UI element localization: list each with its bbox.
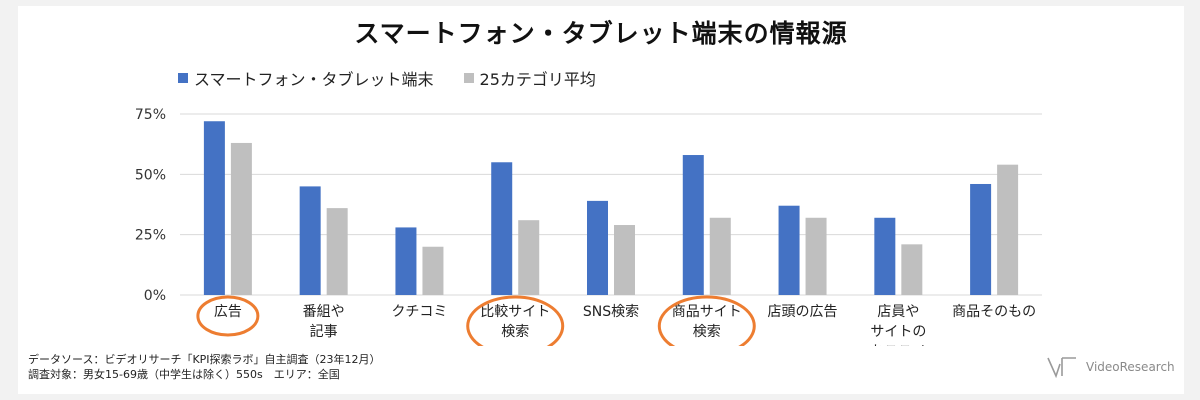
legend-swatch-series2 [463,73,474,83]
bar-series2 [805,217,827,295]
legend-item-series2: 25カテゴリ平均 [463,66,596,90]
y-tick-label: 50% [135,167,166,183]
x-tick-label: 商品サイト [672,304,742,320]
highlight-ellipse [466,295,565,346]
bar-series2 [997,164,1019,295]
x-tick-label: 番組や [303,304,345,320]
bar-series2 [230,142,252,295]
legend-item-series1: スマートフォン・タブレット端末 [178,66,434,90]
x-tick-label: 記事 [310,323,338,340]
bar-series1 [874,217,896,295]
videoresearch-logo-icon [1047,357,1076,378]
bar-series2 [614,225,635,295]
x-tick-label: 店員や [877,304,919,320]
bar-series1 [299,186,321,295]
x-tick-label: サイトの [870,324,926,340]
legend-label-series2: 25カテゴリ平均 [479,70,596,89]
legend-swatch-series1 [178,73,188,83]
x-tick-label: 検索 [693,323,721,340]
x-tick-label: SNS検索 [583,303,639,320]
bar-series2 [709,217,731,295]
footer-data-source: データソース：ビデオリサーチ「KPI探索ラボ」自主調査（23年12月） [28,353,381,366]
highlight-ellipse [196,295,260,337]
bar-series1 [587,200,608,295]
x-tick-label: 店頭の広告 [768,304,838,320]
bar-series1 [395,227,417,295]
y-tick-label: 0% [144,288,166,304]
footer-survey-target: 調査対象：男女15-69歳（中学生は除く）550s エリア：全国 [28,368,340,381]
legend-label-series1: スマートフォン・タブレット端末 [194,70,434,89]
chart-legend: スマートフォン・タブレット端末 25カテゴリ平均 [178,66,626,90]
x-tick-label: 検索 [501,323,529,340]
bar-series1 [778,205,800,295]
chart-panel: スマートフォン・タブレット端末の情報源 スマートフォン・タブレット端末 25カテ… [18,6,1184,394]
bar-series2 [326,208,348,295]
chart-title: スマートフォン・タブレット端末の情報源 [354,19,848,48]
brand-logo: VideoResearch [1046,354,1175,380]
highlight-ellipse [657,295,756,346]
bar-series2 [422,246,444,295]
bar-series2 [518,220,540,295]
y-tick-label: 75% [135,107,166,123]
x-tick-label: クチコミ [391,304,447,320]
y-tick-label: 25% [135,228,166,244]
x-tick-label: 比較サイト [480,304,550,320]
bar-series1 [491,162,513,295]
bar-series1 [203,121,225,296]
brand-logo-text: VideoResearch [1086,360,1175,374]
bar-series2 [901,244,923,295]
x-tick-label: 商品そのもの [952,304,1036,320]
footer-notes: データソース：ビデオリサーチ「KPI探索ラボ」自主調査（23年12月） 調査対象… [28,352,381,382]
bar-series1 [970,183,992,295]
x-tick-label: おススメ [870,344,926,346]
x-tick-label: 広告 [214,304,242,320]
bar-series1 [682,155,704,295]
